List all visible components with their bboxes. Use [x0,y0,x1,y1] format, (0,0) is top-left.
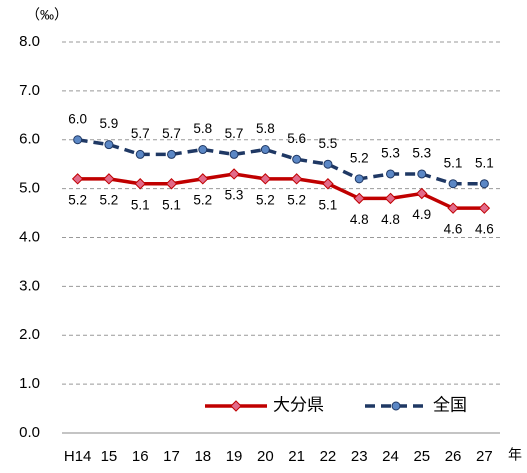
data-label: 4.6 [444,222,463,237]
data-point [479,179,489,189]
legend-label: 大分県 [273,395,324,414]
data-label: 4.8 [381,212,400,227]
data-label: 5.2 [68,192,87,207]
x-tick-label: 27 [476,448,493,465]
data-label: 4.8 [350,212,369,227]
data-label: 5.2 [350,150,369,165]
y-tick-label: 2.0 [19,326,40,343]
data-label: 5.6 [287,131,306,146]
x-tick-label: 17 [163,448,180,465]
data-label: 5.5 [319,136,338,151]
data-point [323,159,333,169]
data-label: 4.6 [475,222,494,237]
data-label: 5.3 [225,188,244,203]
data-point [134,178,146,190]
series-line [77,138,485,186]
data-point [71,173,84,185]
x-tick-label: 26 [445,448,462,465]
data-label: 5.2 [193,192,212,207]
data-point [353,192,365,205]
data-point [165,178,178,190]
data-label: 5.3 [412,146,431,161]
x-tick-label: H14 [64,448,92,465]
x-tick-label: 23 [351,448,368,465]
data-label: 5.2 [287,192,306,207]
legend-marker [391,401,401,411]
data-point [417,169,427,179]
x-tick-label: 24 [382,448,399,465]
y-tick-label: 4.0 [19,228,40,245]
x-tick-label: 15 [101,448,118,465]
data-point [448,179,458,189]
data-point [386,169,395,179]
data-point [73,135,83,145]
x-tick-label: 16 [132,448,149,465]
data-label: 5.8 [256,121,275,136]
data-point [104,140,114,150]
data-label: 5.7 [162,126,181,141]
y-tick-label: 0.0 [19,424,40,441]
data-point [198,145,208,155]
y-tick-label: 1.0 [19,375,40,392]
x-tick-label: 25 [413,448,430,465]
data-point [135,149,145,159]
data-label: 5.8 [193,121,212,136]
y-tick-label: 6.0 [19,131,40,148]
x-tick-label: 19 [226,448,243,465]
data-label: 5.2 [100,192,119,207]
x-tick-label: 20 [257,448,274,465]
data-point [384,192,397,205]
data-point [478,202,491,214]
data-label: 5.1 [444,155,463,170]
y-unit-label: （‰） [26,7,68,23]
x-unit-label: 年 [508,447,522,463]
data-point [103,173,115,185]
data-point [197,173,209,185]
data-label: 5.1 [162,197,181,212]
data-label: 5.1 [319,197,338,212]
data-label: 5.3 [381,146,400,161]
legend-marker [230,400,242,412]
y-tick-label: 3.0 [19,277,40,294]
data-point [354,174,364,184]
data-label: 5.2 [256,192,275,207]
data-label: 4.9 [412,207,431,222]
y-tick-label: 8.0 [19,33,40,50]
data-point [416,187,428,200]
data-label: 5.7 [131,126,150,141]
data-point [167,149,176,159]
y-tick-label: 5.0 [19,180,40,197]
data-label: 5.1 [131,197,150,212]
data-point [259,173,272,185]
data-label: 5.9 [100,116,119,131]
legend-label: 全国 [433,395,467,414]
data-point [228,168,240,180]
data-point [229,149,239,159]
x-tick-label: 18 [194,448,211,465]
data-point [447,202,459,214]
x-tick-label: 21 [288,448,305,465]
data-label: 6.0 [68,111,87,126]
y-tick-label: 7.0 [19,82,40,99]
data-label: 5.7 [225,126,244,141]
data-point [290,173,303,185]
x-tick-label: 22 [320,448,337,465]
data-label: 5.1 [475,155,494,170]
data-point [322,178,334,190]
data-point [292,154,302,164]
data-point [260,145,270,155]
